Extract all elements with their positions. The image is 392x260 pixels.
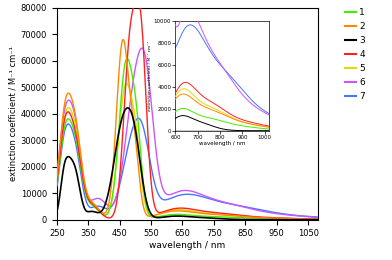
X-axis label: wavelength / nm: wavelength / nm [149,241,225,250]
Legend: 1, 2, 3, 4, 5, 6, 7: 1, 2, 3, 4, 5, 6, 7 [345,8,365,101]
Y-axis label: extinction coefficient / M⁻¹ cm⁻¹: extinction coefficient / M⁻¹ cm⁻¹ [9,46,18,181]
